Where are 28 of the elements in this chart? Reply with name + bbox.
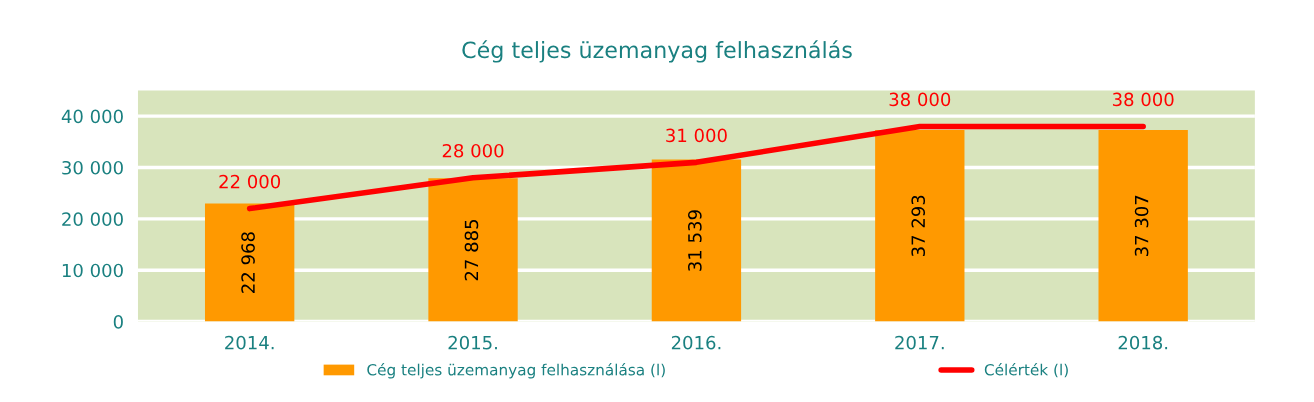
data-label: 22 000 bbox=[219, 174, 281, 189]
x-tick-label: 2016. bbox=[671, 335, 721, 350]
bar bbox=[428, 178, 518, 322]
bar bbox=[204, 203, 295, 322]
chart-title: Cég teljes üzemanyag felhasználás bbox=[462, 40, 852, 63]
x-tick-label: 2018. bbox=[1118, 335, 1168, 350]
data-label: 38 000 bbox=[889, 92, 951, 107]
data-label: 37 293 bbox=[911, 195, 926, 257]
bar bbox=[875, 130, 965, 322]
legend-label: Cég teljes üzemanyag felhasználása (l) bbox=[367, 363, 665, 379]
y-tick-label: 0 bbox=[113, 315, 123, 329]
bar bbox=[1098, 129, 1188, 322]
data-label: 38 000 bbox=[1112, 92, 1174, 107]
x-tick-label: 2015. bbox=[448, 335, 497, 350]
data-label: 37 307 bbox=[1134, 195, 1149, 256]
y-tick-label: 30 000 bbox=[62, 160, 123, 175]
x-tick-label: 2014. bbox=[225, 335, 274, 350]
data-label: 31 539 bbox=[688, 210, 702, 271]
data-label: 22 968 bbox=[241, 232, 255, 293]
data-label: 28 000 bbox=[442, 143, 504, 158]
y-tick-label: 10 000 bbox=[62, 263, 123, 278]
legend-label: Célérték (l) bbox=[984, 363, 1068, 378]
x-tick-label: 2017. bbox=[895, 335, 944, 350]
y-tick-label: 40 000 bbox=[61, 109, 123, 124]
y-tick-label: 20 000 bbox=[62, 212, 123, 226]
data-label: 31 000 bbox=[666, 128, 727, 143]
data-label: 27 885 bbox=[464, 219, 479, 281]
bar bbox=[651, 159, 742, 322]
